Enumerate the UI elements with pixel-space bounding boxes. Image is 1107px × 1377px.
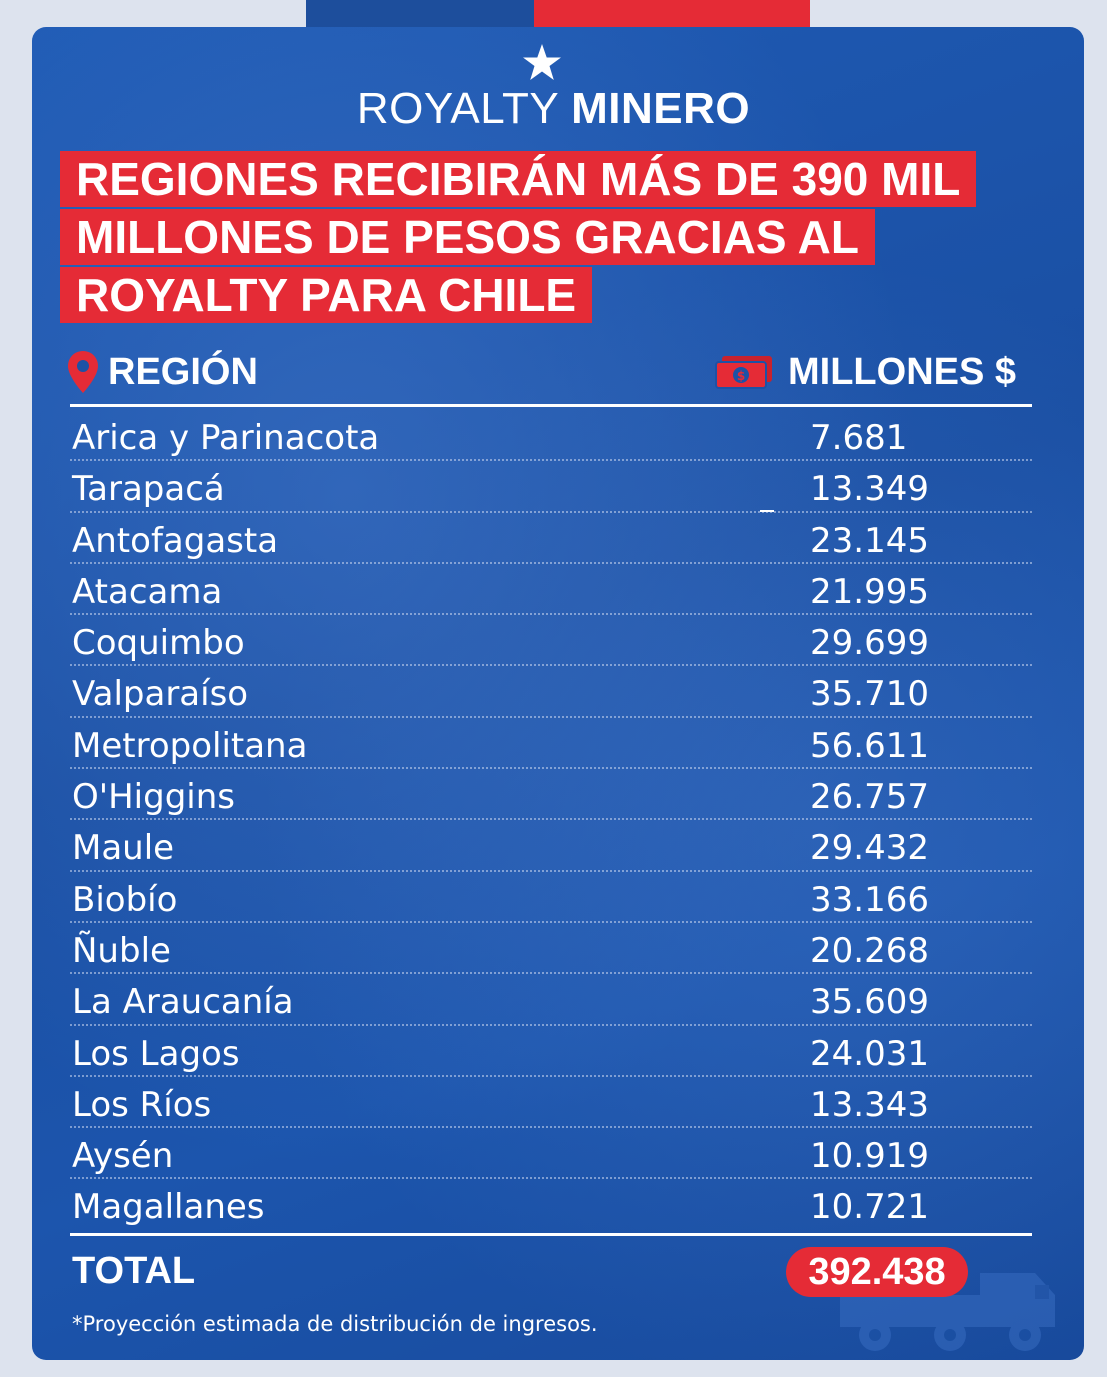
region-name: Ñuble <box>72 930 171 971</box>
region-table: Arica y Parinacota 7.681 Tarapacá 13.349 A… <box>70 410 1032 1231</box>
region-name: Los Ríos <box>72 1084 212 1125</box>
amount-column-header: $ MILLONES $ <box>714 348 1016 396</box>
region-name: Biobío <box>72 879 178 920</box>
table-row: Antofagasta 23.145 <box>70 513 1032 564</box>
table-row: Maule 29.432 <box>70 820 1032 872</box>
table-row: Coquimbo 29.699 <box>70 615 1032 667</box>
region-name: Antofagasta <box>72 520 279 561</box>
region-name: Los Lagos <box>72 1033 240 1074</box>
table-row: Los Lagos 24.031 <box>70 1026 1032 1077</box>
brand-title: ROYALTY MINERO <box>0 84 1107 134</box>
table-row: Magallanes 10.721 <box>70 1179 1032 1230</box>
flag-stripe-blue <box>306 0 534 28</box>
table-row: Ñuble 20.268 <box>70 923 1032 975</box>
region-amount: 10.721 <box>810 1187 929 1228</box>
total-value-badge: 392.438 <box>786 1247 968 1297</box>
total-value: 392.438 <box>808 1250 946 1293</box>
banknote-icon: $ <box>715 356 772 389</box>
table-row: Los Ríos 13.343 <box>70 1077 1032 1129</box>
headline: REGIONES RECIBIRÁN MÁS DE 390 MIL MILLON… <box>60 151 977 325</box>
region-amount: 26.757 <box>810 777 929 818</box>
region-name: Atacama <box>72 571 223 612</box>
table-row: Valparaíso 35.710 <box>70 666 1032 718</box>
amount-header-label: MILLONES $ <box>788 350 1017 393</box>
location-pin-icon <box>68 351 98 393</box>
footnote: *Proyección estimada de distribución de … <box>72 1312 598 1336</box>
region-amount: 21.995 <box>810 571 929 612</box>
brand-light: ROYALTY <box>356 84 559 133</box>
region-amount: 35.609 <box>810 982 929 1023</box>
table-row: Biobío 33.166 <box>70 872 1032 923</box>
table-row: Aysén 10.919 <box>70 1128 1032 1180</box>
table-row: Tarapacá 13.349 <box>70 461 1032 513</box>
region-amount: 29.432 <box>810 828 929 869</box>
region-name: Metropolitana <box>72 725 308 766</box>
table-row: Atacama 21.995 <box>70 564 1032 616</box>
table-row: La Araucanía 35.609 <box>70 974 1032 1026</box>
region-name: Aysén <box>72 1136 174 1177</box>
table-row: O'Higgins 26.757 <box>70 769 1032 821</box>
header-rule <box>70 404 1032 407</box>
table-row: Metropolitana 56.611 <box>70 718 1032 770</box>
region-amount: 24.031 <box>810 1033 929 1074</box>
headline-line-1: REGIONES RECIBIRÁN MÁS DE 390 MIL <box>60 151 977 207</box>
region-amount: 10.919 <box>810 1136 929 1177</box>
region-name: O'Higgins <box>72 777 235 818</box>
flag-stripe-red <box>534 0 810 28</box>
region-amount: 20.268 <box>810 930 929 971</box>
region-amount: 7.681 <box>810 418 908 458</box>
region-name: Maule <box>72 828 175 869</box>
brand-bold: MINERO <box>571 84 751 133</box>
headline-line-3: ROYALTY PARA CHILE <box>60 267 593 323</box>
region-name: Tarapacá <box>72 469 225 510</box>
region-amount: 29.699 <box>810 623 929 664</box>
stray-dash-mark <box>760 510 774 512</box>
region-amount: 13.343 <box>810 1084 929 1125</box>
region-name: Coquimbo <box>72 623 245 664</box>
region-column-header: REGIÓN <box>66 348 258 396</box>
mining-truck-icon <box>840 1273 1055 1351</box>
region-name: La Araucanía <box>72 982 294 1023</box>
star-icon <box>523 44 561 80</box>
region-amount: 13.349 <box>810 469 929 510</box>
total-label: TOTAL <box>72 1250 196 1292</box>
region-amount: 33.166 <box>810 879 929 920</box>
region-amount: 23.145 <box>810 520 929 561</box>
total-rule <box>70 1233 1032 1236</box>
table-row: Arica y Parinacota 7.681 <box>70 410 1032 462</box>
region-header-label: REGIÓN <box>108 350 258 393</box>
region-amount: 56.611 <box>810 725 929 766</box>
headline-line-2: MILLONES DE PESOS GRACIAS AL <box>60 209 875 265</box>
region-name: Arica y Parinacota <box>72 418 380 458</box>
region-amount: 35.710 <box>810 674 929 715</box>
svg-text:$: $ <box>737 369 745 383</box>
region-name: Magallanes <box>72 1187 265 1228</box>
region-name: Valparaíso <box>72 674 249 715</box>
